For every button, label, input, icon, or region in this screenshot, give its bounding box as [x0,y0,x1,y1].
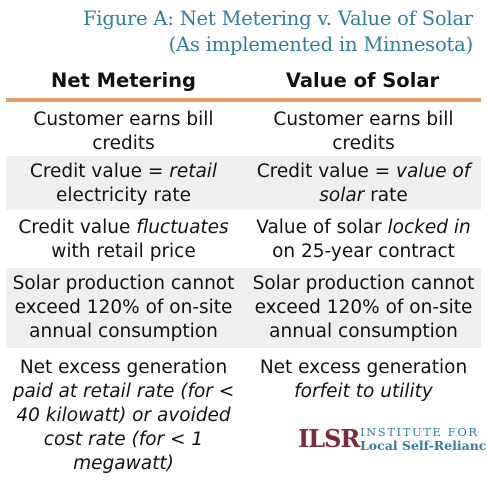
table-row: Customer earns bill credits Customer earn… [6,104,481,154]
ilsr-logo: ILSR INSTITUTE FOR Local Self-Reliance [298,424,487,454]
ilsr-logo-line-2: Local Self-Reliance [360,438,487,453]
cell-net-metering: Credit value = retail electricity rate [6,156,241,210]
ilsr-logo-mark: ILSR [298,424,360,453]
cell-text-emphasis: paid at retail rate (for < 40 kilowatt) … [12,381,235,474]
cell-text: electricity rate [55,185,192,206]
cell-value-of-solar: Solar production cannot exceed 120% of o… [246,268,481,348]
cell-value-of-solar: Credit value = value of solar rate [246,156,481,210]
figure-title-line-1: Figure A: Net Metering v. Value of Solar [82,7,473,30]
cell-text: Customer earns bill credits [273,109,454,154]
cell-text: on 25-year contract [272,241,455,262]
cell-text-emphasis: forfeit to utility [294,381,433,402]
cell-value-of-solar: Net excess generation forfeit to utility [246,352,481,476]
cell-text: Credit value [18,217,137,238]
cell-text: Value of solar [256,217,388,238]
cell-text: Credit value = [256,161,397,182]
cell-text-emphasis: retail [169,161,218,182]
header-divider [6,98,481,102]
cell-text-emphasis: fluctuates [136,217,229,238]
cell-text: Credit value = [29,161,170,182]
figure-title-line-2: (As implemented in Minnesota) [168,33,474,56]
cell-text: Solar production cannot exceed 120% of o… [12,273,235,342]
table-row: Solar production cannot exceed 120% of o… [6,268,481,348]
cell-text: Net excess generation [259,357,468,378]
cell-net-metering: Customer earns bill credits [6,104,241,154]
cell-text: with retail price [51,241,196,262]
cell-text: Solar production cannot exceed 120% of o… [252,273,475,342]
column-header-net-metering: Net Metering [51,69,196,92]
table-row: Credit value fluctuates with retail pric… [6,212,481,266]
cell-value-of-solar: Customer earns bill credits [246,104,481,154]
figure-title: Figure A: Net Metering v. Value of Solar… [83,6,473,58]
cell-net-metering: Solar production cannot exceed 120% of o… [6,268,241,348]
cell-text-emphasis: locked in [387,217,471,238]
cell-text-emphasis: value of solar [319,161,471,206]
cell-net-metering: Credit value fluctuates with retail pric… [6,212,241,266]
cell-net-metering: Net excess generation paid at retail rat… [6,352,241,476]
cell-text: Net excess generation [19,357,228,378]
cell-value-of-solar: Value of solar locked in on 25-year cont… [246,212,481,266]
ilsr-logo-line-1: INSTITUTE FOR [360,425,479,439]
cell-text: Customer earns bill credits [33,109,214,154]
table-row: Net excess generation paid at retail rat… [6,352,481,476]
cell-text: rate [364,185,408,206]
table-row: Credit value = retail electricity rate Cr… [6,156,481,210]
column-header-value-of-solar: Value of Solar [285,69,440,92]
